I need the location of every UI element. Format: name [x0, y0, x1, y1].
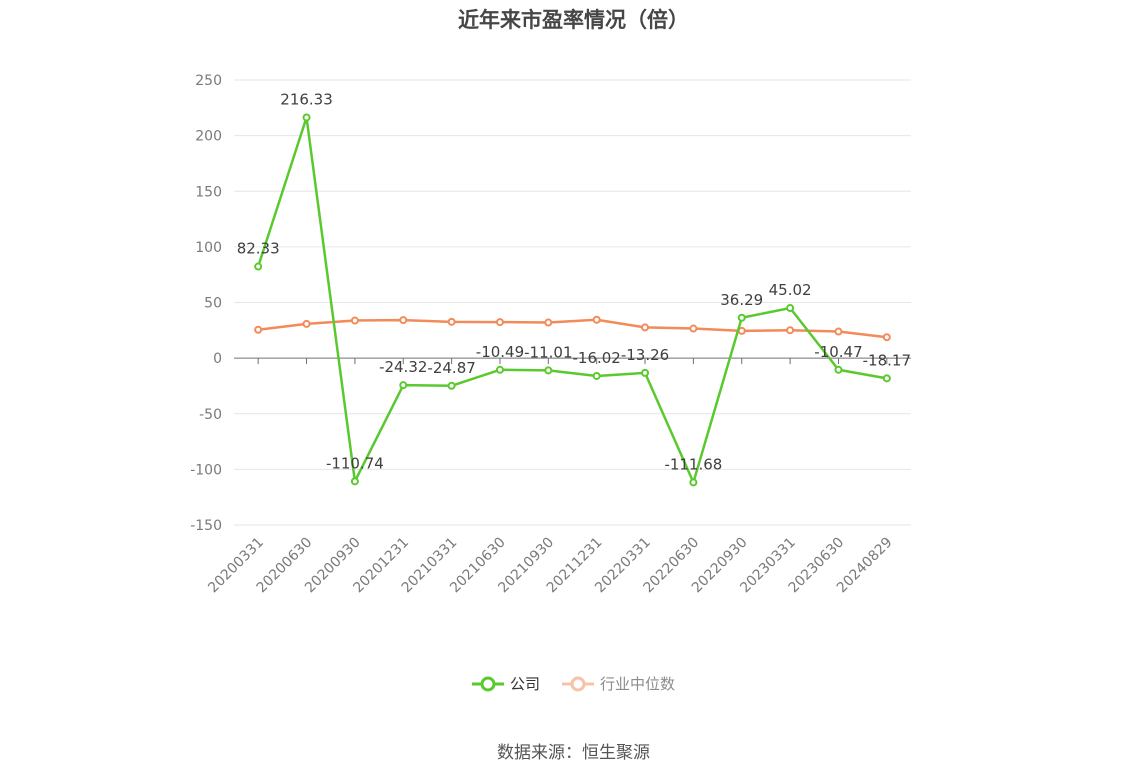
data-label: -111.68 — [664, 455, 722, 473]
point-industry[interactable] — [689, 324, 698, 333]
y-tick-label: -150 — [190, 518, 222, 534]
point-industry[interactable] — [592, 315, 601, 324]
y-tick-label: 0 — [213, 351, 222, 367]
data-label: -13.26 — [621, 346, 669, 364]
legend-company-marker-icon — [471, 676, 504, 691]
y-tick-label: 250 — [195, 73, 222, 89]
point-industry[interactable] — [447, 317, 456, 326]
chart-title: 近年来市盈率情况（倍） — [458, 8, 689, 32]
point-industry[interactable] — [350, 316, 359, 325]
point-industry[interactable] — [834, 327, 843, 336]
point-industry[interactable] — [882, 333, 891, 342]
series-line-company — [256, 116, 888, 484]
data-source: 数据来源：恒生聚源 — [497, 743, 650, 763]
y-tick-label: 100 — [195, 240, 222, 256]
data-label: 36.29 — [720, 291, 763, 309]
point-company[interactable] — [302, 113, 311, 122]
legend-industry-marker-icon — [562, 676, 594, 691]
point-company[interactable] — [786, 304, 795, 313]
series-line-industry — [258, 318, 887, 339]
data-label: -18.17 — [863, 351, 911, 369]
legend-industry-label: 行业中位数 — [600, 675, 676, 693]
data-label: 82.33 — [237, 240, 280, 258]
point-company[interactable] — [737, 313, 746, 322]
point-industry[interactable] — [544, 318, 553, 327]
y-tick-label: -50 — [199, 407, 222, 423]
legend-item-company[interactable]: 公司 — [471, 673, 540, 694]
data-label: 216.33 — [280, 90, 333, 108]
point-company[interactable] — [689, 478, 698, 487]
point-industry[interactable] — [254, 325, 263, 334]
point-company[interactable] — [592, 371, 601, 380]
y-tick-label: 50 — [204, 296, 222, 312]
axes: -150-100-5005010015020025020200331202006… — [190, 73, 911, 596]
data-label: -16.02 — [572, 349, 620, 367]
point-company[interactable] — [882, 374, 891, 383]
data-labels: 82.33 216.33 -110.74 -24.32 -24.87-10.49 -11.… — [237, 90, 911, 473]
legend-item-industry[interactable]: 行业中位数 — [562, 673, 675, 694]
point-industry[interactable] — [302, 319, 311, 328]
data-label: -10.47 — [814, 343, 862, 361]
point-industry[interactable] — [495, 318, 504, 327]
point-industry[interactable] — [641, 323, 650, 332]
point-company[interactable] — [544, 366, 553, 375]
legend: 公司 行业中位数 — [0, 673, 1147, 694]
point-company[interactable] — [495, 365, 504, 374]
point-company[interactable] — [834, 365, 843, 374]
point-industry[interactable] — [399, 316, 408, 325]
point-industry[interactable] — [786, 326, 795, 335]
data-label: -24.87 — [427, 359, 475, 377]
point-company[interactable] — [447, 381, 456, 390]
point-company[interactable] — [350, 477, 359, 486]
y-tick-label: -100 — [190, 462, 222, 478]
data-label: 45.02 — [769, 281, 812, 299]
point-company[interactable] — [641, 368, 650, 377]
data-label: -11.01 — [524, 343, 572, 361]
data-label: -24.32 — [379, 358, 427, 376]
data-label: -110.74 — [326, 454, 384, 472]
data-label: -10.49 — [476, 343, 524, 361]
legend-company-label: 公司 — [509, 675, 540, 693]
series-lines — [254, 113, 891, 487]
point-company[interactable] — [399, 381, 408, 390]
y-tick-label: 200 — [195, 129, 222, 145]
y-tick-label: 150 — [195, 184, 222, 200]
point-company[interactable] — [254, 262, 263, 271]
